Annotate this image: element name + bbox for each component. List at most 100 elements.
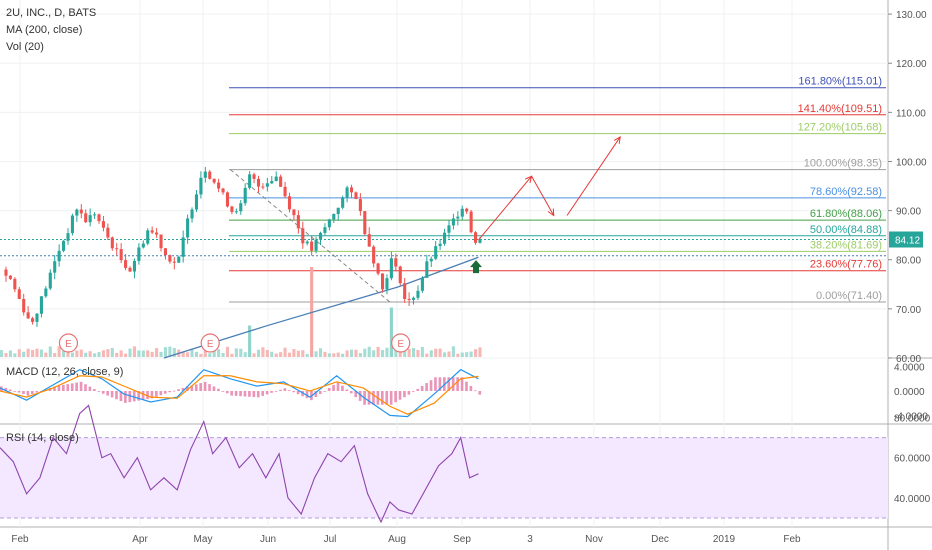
candle-body[interactable]: [163, 248, 168, 256]
candle-body[interactable]: [79, 209, 83, 214]
candle-body[interactable]: [292, 209, 296, 216]
candle-body[interactable]: [310, 241, 314, 251]
projection-arrow-line[interactable]: [566, 136, 621, 216]
candle-body[interactable]: [451, 218, 455, 226]
candle-body[interactable]: [57, 250, 61, 262]
candle-body[interactable]: [35, 313, 39, 322]
candle-body[interactable]: [318, 232, 323, 240]
candle-body[interactable]: [199, 177, 203, 195]
candle-body[interactable]: [336, 207, 340, 215]
candle-body[interactable]: [305, 241, 309, 244]
candle-body[interactable]: [4, 269, 8, 276]
candle-body[interactable]: [168, 255, 172, 262]
candle-body[interactable]: [106, 227, 110, 238]
candle-body[interactable]: [465, 208, 469, 212]
candle-body[interactable]: [203, 171, 207, 178]
candle-body[interactable]: [101, 221, 105, 228]
candle-body[interactable]: [438, 243, 442, 247]
candle-body[interactable]: [217, 182, 221, 189]
candle-body[interactable]: [159, 234, 163, 249]
candle-body[interactable]: [279, 176, 283, 187]
candle-body[interactable]: [345, 187, 349, 198]
candle-body[interactable]: [186, 218, 190, 238]
candle-body[interactable]: [460, 208, 464, 217]
candle-body[interactable]: [48, 272, 52, 289]
fibonacci-extension[interactable]: 161.80%(115.01) 141.40%(109.51) 127.20%(10…: [0, 76, 888, 303]
candle-body[interactable]: [70, 215, 74, 234]
candle-body[interactable]: [301, 228, 305, 244]
candle-body[interactable]: [66, 233, 70, 241]
candle-body[interactable]: [363, 211, 367, 235]
candle-body[interactable]: [62, 240, 66, 251]
macd-legend[interactable]: MACD (12, 26, close, 9): [6, 366, 124, 378]
candle-body[interactable]: [394, 258, 398, 267]
candle-body[interactable]: [447, 225, 451, 233]
candle-body[interactable]: [31, 318, 35, 322]
candle-body[interactable]: [172, 261, 176, 263]
candle-body[interactable]: [212, 178, 216, 183]
projection-arrows[interactable]: [470, 135, 621, 274]
candle-body[interactable]: [190, 209, 194, 219]
candle-body[interactable]: [75, 209, 79, 216]
candle-body[interactable]: [287, 196, 292, 210]
price-axis[interactable]: 130.00 120.00 110.00 100.00 90.00 80.00 70.00 6…: [888, 10, 931, 505]
candle-body[interactable]: [474, 232, 478, 243]
candle-body[interactable]: [17, 289, 21, 299]
candle-body[interactable]: [132, 260, 137, 272]
candle-body[interactable]: [44, 288, 48, 297]
candle-body[interactable]: [239, 203, 243, 212]
candle-body[interactable]: [327, 219, 331, 228]
candle-body[interactable]: [354, 192, 358, 200]
candle-body[interactable]: [256, 178, 261, 187]
earnings-marker[interactable]: [200, 333, 220, 353]
candle-body[interactable]: [137, 247, 141, 261]
candle-body[interactable]: [367, 234, 371, 247]
candle-body[interactable]: [385, 278, 389, 290]
candle-body[interactable]: [380, 273, 385, 290]
candle-body[interactable]: [314, 239, 318, 251]
candle-body[interactable]: [22, 298, 26, 313]
candle-body[interactable]: [372, 246, 376, 264]
candle-body[interactable]: [261, 186, 265, 188]
candle-body[interactable]: [208, 171, 212, 179]
candle-body[interactable]: [150, 230, 154, 233]
candle-body[interactable]: [332, 214, 336, 220]
candle-body[interactable]: [97, 214, 101, 222]
candle-body[interactable]: [128, 267, 132, 272]
candle-body[interactable]: [155, 232, 159, 235]
candle-body[interactable]: [119, 249, 123, 261]
candle-body[interactable]: [124, 260, 128, 268]
candle-body[interactable]: [398, 266, 402, 284]
candle-body[interactable]: [13, 278, 17, 290]
candle-body[interactable]: [8, 275, 12, 279]
candle-body[interactable]: [403, 283, 407, 300]
candle-body[interactable]: [376, 263, 380, 274]
candle-body[interactable]: [341, 197, 345, 208]
candle-body[interactable]: [469, 211, 473, 233]
candle-body[interactable]: [194, 194, 199, 210]
candle-body[interactable]: [225, 192, 230, 207]
candle-body[interactable]: [110, 237, 114, 249]
earnings-marker[interactable]: [391, 333, 411, 353]
projection-arrow-line[interactable]: [478, 175, 532, 241]
projection-arrow-line[interactable]: [531, 175, 555, 216]
candle-body[interactable]: [434, 246, 438, 259]
time-axis[interactable]: Feb Apr May Jun Jul Aug Sep 3 Nov Dec 2019 Feb: [11, 534, 801, 545]
candle-body[interactable]: [181, 237, 185, 257]
candle-body[interactable]: [274, 176, 278, 182]
candle-body[interactable]: [296, 215, 300, 229]
candle-body[interactable]: [84, 213, 88, 223]
earnings-marker[interactable]: [58, 333, 79, 353]
candle-body[interactable]: [243, 187, 247, 204]
candle-body[interactable]: [270, 181, 274, 184]
candle-body[interactable]: [425, 261, 429, 278]
candle-body[interactable]: [53, 261, 57, 273]
candle-body[interactable]: [234, 211, 238, 213]
candle-body[interactable]: [177, 256, 181, 263]
candle-body[interactable]: [141, 243, 145, 248]
ma-legend[interactable]: MA (200, close): [6, 24, 83, 36]
candle-body[interactable]: [283, 186, 287, 197]
candle-body[interactable]: [248, 174, 252, 188]
